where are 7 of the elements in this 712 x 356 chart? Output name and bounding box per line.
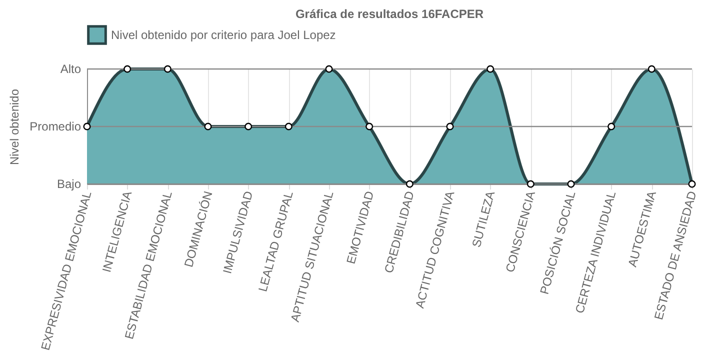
ref-line-label: Promedio [30,120,82,134]
chart-title: Gráfica de resultados 16FACPER [295,7,484,21]
x-tick-label: LEALTAD GRUPAL [256,189,296,294]
y-axis-title: Nivel obtenido [8,88,22,166]
ref-line-label: Bajo [56,177,82,191]
ref-line-label: Alto [60,62,82,76]
legend-label: Nivel obtenido por criterio para Joel Lopez [111,28,336,42]
